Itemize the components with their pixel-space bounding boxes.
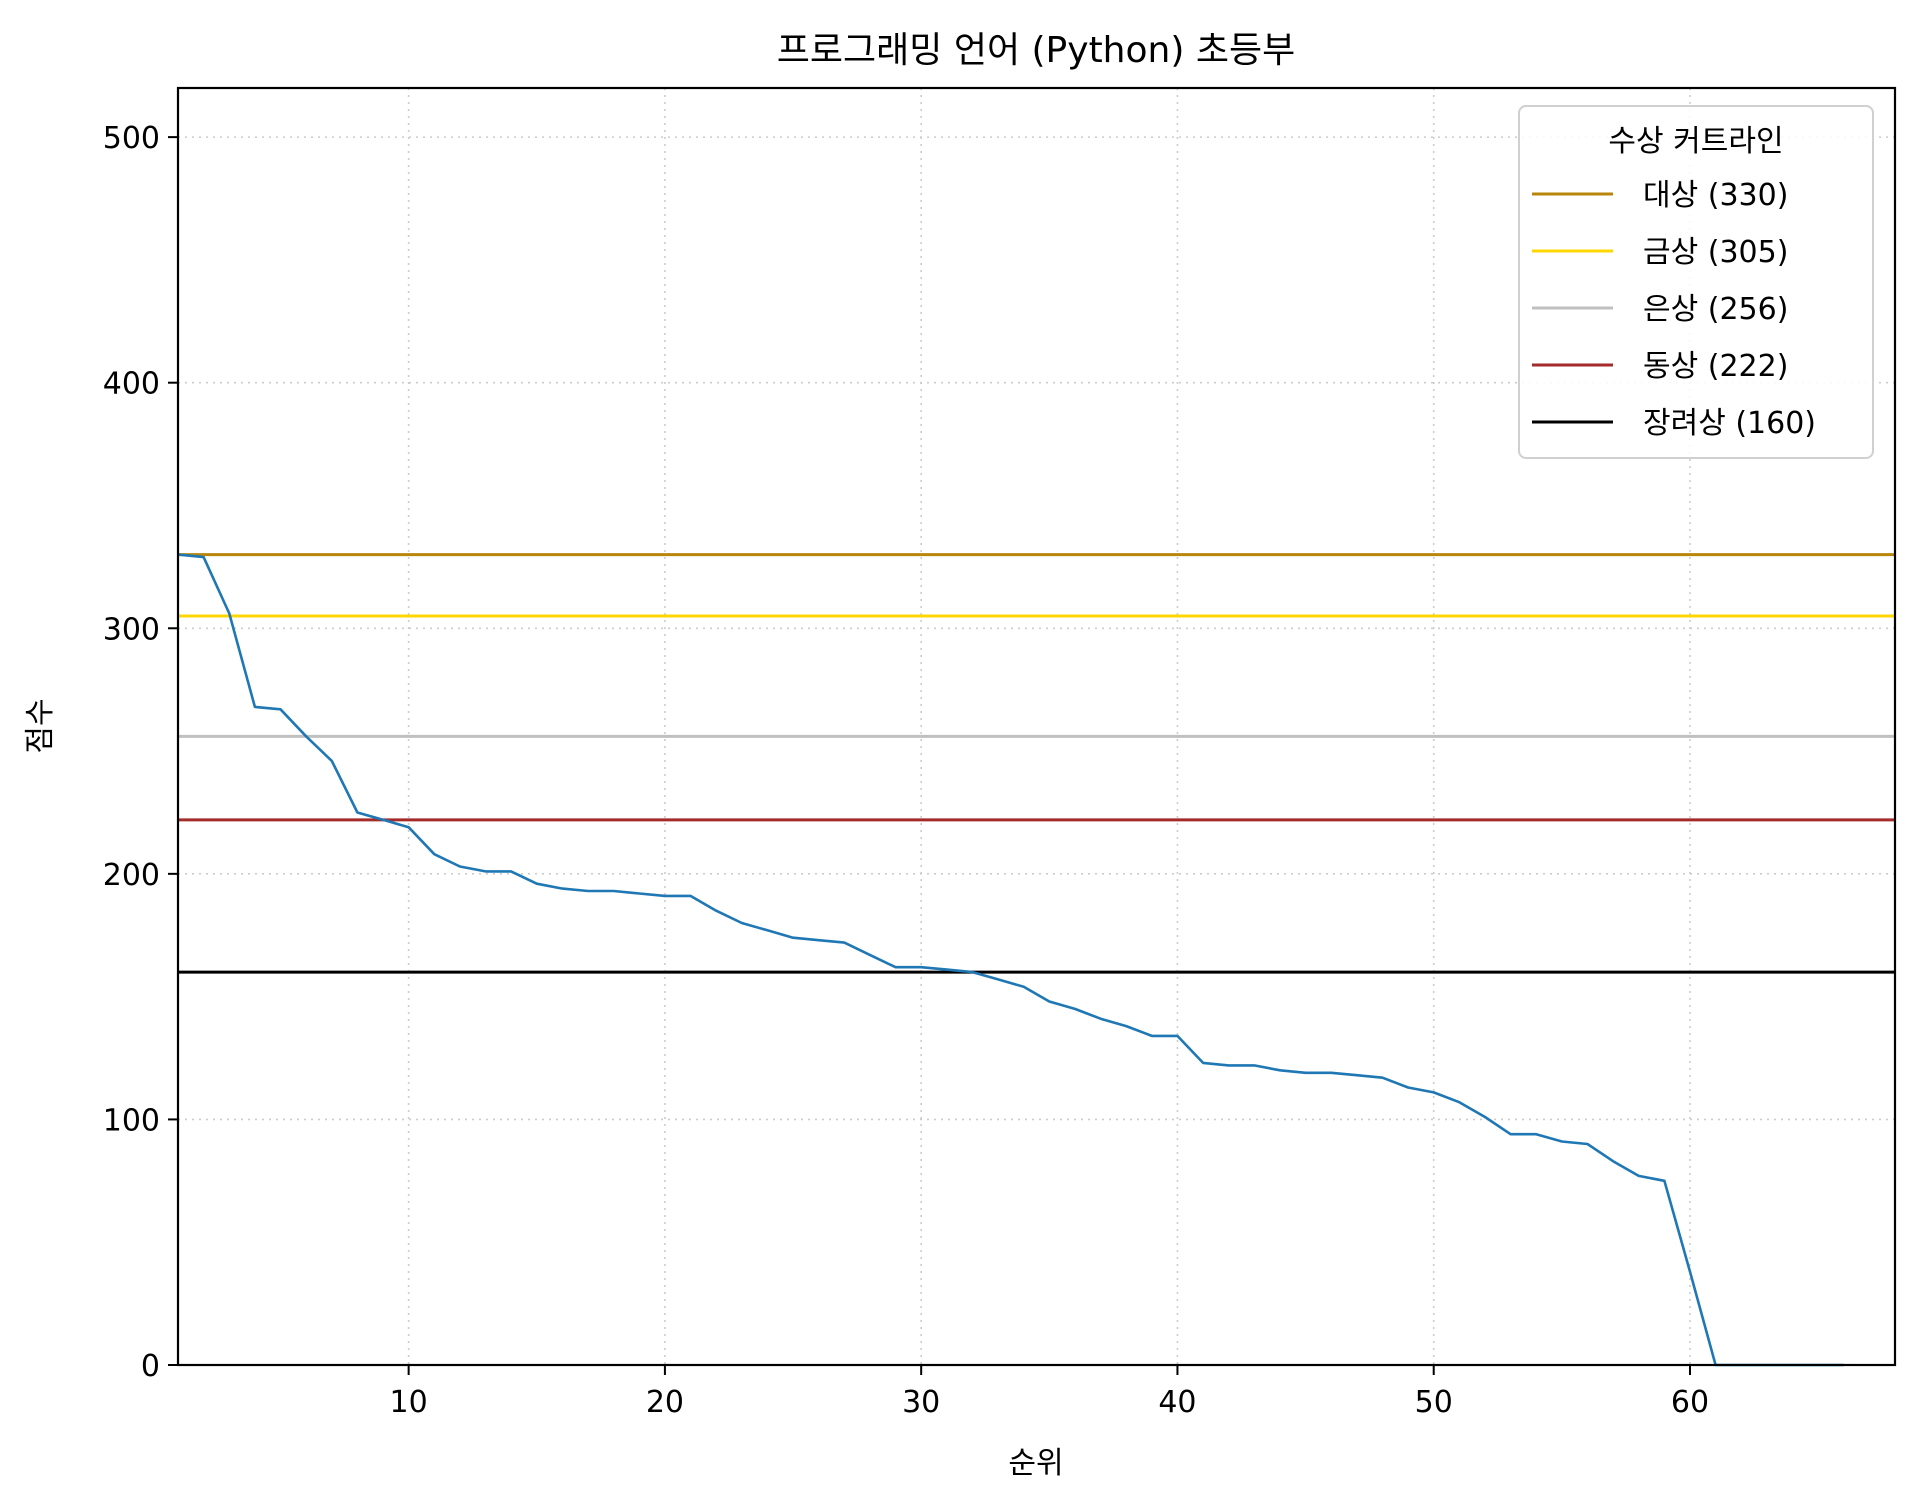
award-cutoff-lines (178, 553, 1895, 974)
plot-area: 10 20 30 40 50 60 0 100 200 300 400 500 (103, 86, 1897, 1420)
y-tick-label: 400 (103, 367, 160, 402)
x-axis-label: 순위 (1008, 1446, 1063, 1481)
y-tick-label: 300 (103, 612, 160, 647)
x-axis-ticks: 10 20 30 40 50 60 (390, 1365, 1709, 1420)
legend-item: 금상 (305) (1532, 235, 1788, 270)
x-tick-label: 30 (902, 1385, 940, 1420)
legend-item-label: 장려상 (160) (1643, 406, 1816, 441)
x-tick-label: 20 (646, 1385, 684, 1420)
legend-item: 장려상 (160) (1532, 406, 1816, 441)
x-tick-label: 50 (1415, 1385, 1453, 1420)
x-tick-label: 60 (1671, 1385, 1709, 1420)
x-tick-label: 40 (1158, 1385, 1196, 1420)
y-axis-label: 점수 (23, 698, 58, 753)
y-tick-label: 100 (103, 1103, 160, 1138)
chart-title: 프로그래밍 언어 (Python) 초등부 (777, 30, 1295, 71)
y-tick-label: 500 (103, 121, 160, 156)
legend: 수상 커트라인 대상 (330) 금상 (305) 은상 (256) 동상 (222)… (1518, 105, 1874, 459)
legend-title: 수상 커트라인 (1608, 124, 1783, 159)
grid-lines (178, 88, 1895, 1365)
legend-item-label: 대상 (330) (1643, 178, 1788, 213)
legend-item-label: 은상 (256) (1643, 292, 1788, 327)
x-tick-label: 10 (390, 1385, 428, 1420)
y-tick-label: 200 (103, 858, 160, 893)
plot-frame (176, 86, 1897, 1367)
legend-item-label: 금상 (305) (1643, 235, 1788, 270)
legend-item: 은상 (256) (1532, 292, 1788, 327)
score-line (177, 553, 1844, 1367)
y-axis-ticks: 0 100 200 300 400 500 (103, 121, 178, 1384)
legend-item: 동상 (222) (1532, 349, 1788, 384)
legend-item: 대상 (330) (1532, 178, 1788, 213)
legend-item-label: 동상 (222) (1643, 349, 1788, 384)
y-tick-label: 0 (141, 1349, 160, 1384)
legend-items: 대상 (330) 금상 (305) 은상 (256) 동상 (222) 장려상 (160… (1532, 178, 1816, 441)
